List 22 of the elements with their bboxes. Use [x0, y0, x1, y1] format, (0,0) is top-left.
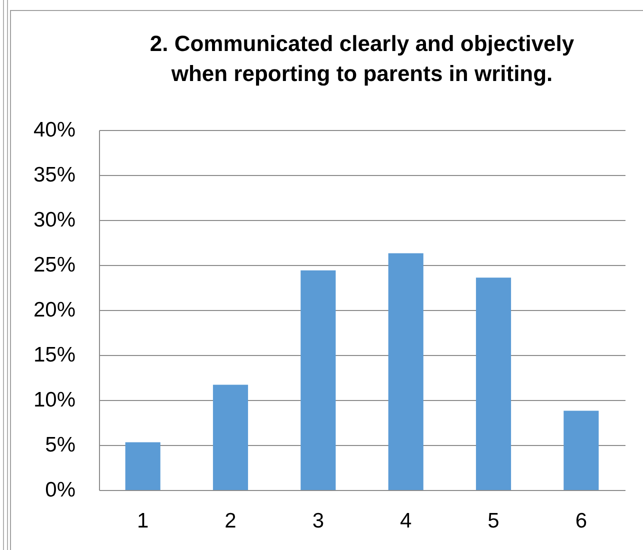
y-tick-label: 10% [33, 388, 76, 412]
y-tick-label: 20% [33, 298, 76, 322]
y-tick-label: 25% [33, 254, 76, 276]
y-tick-label: 5% [45, 434, 76, 456]
bar [564, 410, 599, 490]
x-tick-label: 3 [312, 510, 324, 532]
x-tick-label: 6 [575, 510, 588, 532]
bar [300, 270, 336, 490]
x-tick-label: 4 [400, 510, 412, 532]
y-tick-label: 35% [33, 164, 76, 186]
bar [212, 384, 248, 490]
y-tick-label: 15% [33, 344, 76, 366]
bar [476, 278, 512, 490]
bar [125, 442, 160, 490]
x-tick-label: 2 [224, 510, 236, 532]
bar [388, 253, 424, 490]
chart-title: 2. Communicated clearly and objectively when reporting to parents in writing. [150, 31, 575, 86]
y-tick-label: 30% [33, 208, 76, 232]
y-tick-label: 40% [33, 118, 76, 142]
y-tick-label: 0% [45, 478, 76, 502]
x-tick-label: 5 [488, 510, 500, 532]
x-tick-label: 1 [136, 510, 149, 532]
